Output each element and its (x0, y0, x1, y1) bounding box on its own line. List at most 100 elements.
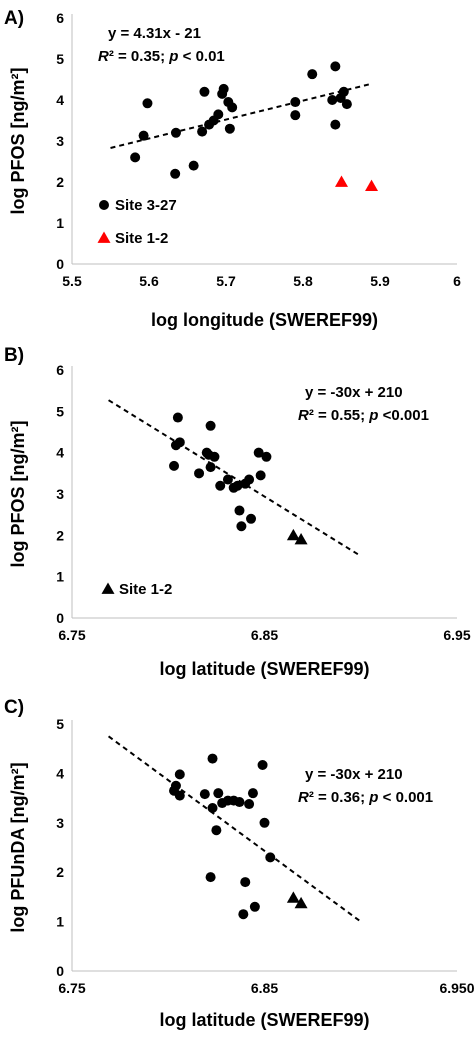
y-tick-label-a: 1 (56, 215, 64, 231)
circle-point-a (338, 86, 349, 97)
regression-stats-b: R² = 0.55; p <0.001 (298, 407, 429, 424)
triangle-point-b (286, 528, 300, 541)
circle-point-b (244, 474, 255, 485)
y-tick-label-a: 0 (56, 256, 64, 272)
panel-label-b: B) (4, 345, 24, 366)
y-tick-label-a: 4 (56, 92, 64, 108)
circle-point-b (174, 437, 185, 448)
chart-a-svg: A) 0 1 2 3 4 5 6 5.5 5.6 5.7 5.8 5.9 6 log longitude (… (4, 8, 461, 330)
circle-point-a (188, 160, 199, 171)
y-tick-label-c: 1 (56, 914, 64, 930)
circle-point-b (222, 474, 233, 485)
x-tick-label-c: 6.950 (439, 980, 474, 996)
y-tick-label-b: 6 (56, 362, 64, 378)
circle-point-c (249, 901, 260, 912)
chart-b-svg: B) 0 1 2 3 4 5 6 6.75 6.85 6.95 log latitude (SWERE… (4, 345, 471, 679)
x-tick-label-b: 6.95 (443, 627, 470, 643)
y-axis-title-a: log PFOS [ng/m²] (8, 68, 28, 215)
circle-point-b (215, 480, 226, 491)
x-tick-label-c: 6.75 (58, 980, 85, 996)
x-tick-label-a: 5.9 (370, 273, 390, 289)
circle-point-a (290, 110, 301, 121)
legend-label-a: Site 3-27 (115, 197, 177, 214)
circle-point-c (207, 753, 218, 764)
circle-point-b (205, 420, 216, 431)
circle-point-c (199, 789, 210, 800)
circle-point-a (330, 119, 341, 130)
circle-point-c (240, 877, 251, 888)
circle-point-a (307, 69, 318, 80)
y-tick-label-a: 3 (56, 133, 64, 149)
x-tick-label-a: 5.7 (216, 273, 236, 289)
y-tick-label-c: 2 (56, 864, 64, 880)
circle-point-b (209, 451, 220, 462)
circle-point-b (253, 447, 264, 458)
y-tick-label-b: 1 (56, 569, 64, 585)
circle-point-b (172, 412, 183, 423)
y-tick-label-c: 0 (56, 963, 64, 979)
circle-point-b (236, 521, 247, 532)
circle-point-a (130, 152, 141, 163)
legend-marker-a (97, 231, 111, 243)
legend-label-b: Site 1-2 (119, 581, 172, 598)
circle-point-a (142, 98, 153, 109)
circle-point-a (330, 61, 341, 72)
y-tick-label-c: 5 (56, 716, 64, 732)
y-tick-label-b: 5 (56, 403, 64, 419)
y-axis-title-b: log PFOS [ng/m²] (8, 421, 28, 568)
circle-point-b (169, 460, 180, 471)
circle-point-a (218, 83, 229, 94)
panel-label-a: A) (4, 8, 24, 29)
x-tick-label-a: 5.5 (62, 273, 82, 289)
circle-point-c (174, 769, 185, 780)
triangle-point-a (365, 179, 379, 191)
trendline-a (110, 82, 373, 149)
triangle-point-c (294, 896, 308, 909)
y-tick-label-c: 4 (56, 765, 64, 781)
y-tick-label-b: 0 (56, 610, 64, 626)
x-tick-label-b: 6.85 (251, 627, 278, 643)
y-tick-label-b: 4 (56, 445, 64, 461)
y-tick-label-c: 3 (56, 815, 64, 831)
triangle-point-a (335, 175, 348, 187)
circle-point-c (211, 825, 222, 836)
x-tick-label-c: 6.85 (251, 980, 278, 996)
circle-point-a (197, 126, 208, 137)
regression-equation-c: y = -30x + 210 (305, 766, 403, 783)
legend-marker-b (101, 582, 115, 594)
x-tick-label-b: 6.75 (58, 627, 85, 643)
x-tick-label-a: 6 (453, 273, 461, 289)
circle-point-c (238, 909, 249, 920)
circle-point-b (246, 513, 257, 524)
circle-point-a (341, 99, 352, 110)
circle-point-b (205, 462, 216, 473)
circle-point-c (265, 852, 276, 863)
scatter-panel-c: C) 0 1 2 3 4 5 6.75 6.85 6.950 log latitude (SWERE… (0, 692, 474, 1039)
y-tick-label-b: 3 (56, 486, 64, 502)
regression-equation-b: y = -30x + 210 (305, 384, 403, 401)
circle-point-a (170, 168, 181, 179)
circle-point-a (290, 97, 301, 108)
circle-point-b (255, 470, 266, 481)
circle-point-b (194, 468, 205, 479)
y-axis-title-c: log PFUnDA [ng/m²] (8, 762, 28, 932)
scatter-panel-a: A) 0 1 2 3 4 5 6 5.5 5.6 5.7 5.8 5.9 6 log longitude (… (0, 0, 474, 345)
circle-point-c (257, 760, 268, 771)
y-tick-label-a: 2 (56, 174, 64, 190)
legend-marker-a (99, 200, 109, 210)
circle-point-c (234, 797, 245, 808)
circle-point-a (224, 123, 235, 134)
x-axis-title-b: log latitude (SWEREF99) (159, 659, 369, 679)
chart-c-svg: C) 0 1 2 3 4 5 6.75 6.85 6.950 log latitude (SWERE… (4, 697, 474, 1030)
circle-point-a (327, 95, 338, 105)
circle-point-c (244, 799, 255, 810)
circle-point-b (234, 505, 245, 516)
circle-point-b (232, 480, 243, 491)
trendline-b (108, 399, 362, 557)
circle-point-a (138, 130, 149, 141)
panel-label-c: C) (4, 697, 24, 718)
circle-point-b (261, 451, 272, 462)
circle-point-a (170, 127, 181, 138)
x-axis-title-c: log latitude (SWEREF99) (159, 1010, 369, 1030)
regression-equation-a: y = 4.31x - 21 (108, 25, 201, 42)
